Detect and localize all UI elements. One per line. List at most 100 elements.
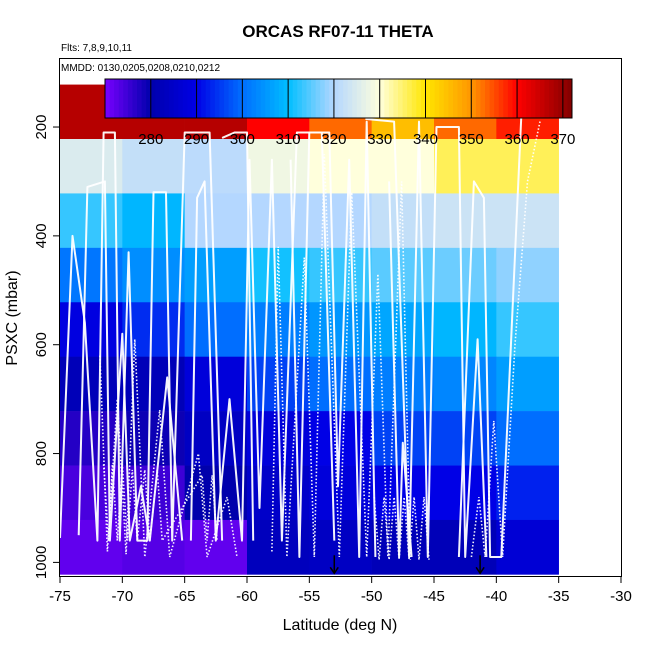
heatmap-cell [184, 193, 248, 249]
colorbar-swatch [333, 79, 339, 118]
colorbar-swatch [480, 79, 486, 118]
heatmap-cell [309, 247, 372, 303]
colorbar-swatch [132, 79, 138, 118]
colorbar-swatch [517, 79, 523, 118]
colorbar-swatch [278, 79, 285, 118]
colorbar-swatch [182, 79, 188, 118]
colorbar-swatch [292, 79, 298, 118]
axes: -75 -70 -65 -60 -55 -50 -45 -40 -35 -30 200 400 600 8… [33, 115, 632, 605]
colorbar-swatch [251, 79, 257, 118]
x-tick-label: -30 [610, 588, 632, 605]
colorbar-swatch [196, 79, 202, 118]
colorbar-swatch [256, 79, 262, 118]
colorbar-swatch [402, 79, 408, 118]
heatmap-cell [184, 411, 248, 466]
colorbar-swatch [379, 79, 385, 118]
colorbar-swatch [246, 79, 253, 118]
heatmap-cell [434, 247, 497, 303]
heatmap-cell [309, 519, 372, 575]
colorbar-swatch [416, 79, 422, 118]
colorbar-swatch [439, 79, 445, 118]
heatmap-cell [60, 302, 123, 357]
flight-track [221, 131, 255, 541]
colorbar-swatch [274, 79, 280, 118]
colorbar-swatch [457, 79, 463, 118]
colorbar-swatch [365, 79, 372, 118]
heatmap-cell [496, 519, 559, 575]
colorbar-swatch [311, 79, 317, 118]
x-tick-label: -60 [236, 588, 258, 605]
colorbar-tick-label: 310 [276, 131, 301, 148]
colorbar-tick-label: 340 [413, 131, 438, 148]
colorbar-swatch [159, 79, 166, 118]
heatmap-cell [496, 193, 559, 249]
heatmap-cell [309, 193, 372, 249]
colorbar-swatch [224, 79, 230, 118]
heatmap-cell [60, 138, 123, 194]
colorbar-swatch [338, 79, 344, 118]
heatmap-cell [434, 138, 497, 194]
colorbar-swatch [375, 79, 381, 118]
colorbar-swatch [521, 79, 527, 118]
colorbar-swatch [539, 79, 546, 118]
colorbar-swatch [269, 79, 275, 118]
colorbar-swatch [370, 79, 376, 118]
colorbar-swatch [347, 79, 353, 118]
colorbar-tick-label: 360 [505, 131, 530, 148]
heatmap-cell [496, 465, 559, 521]
colorbar-swatch [388, 79, 394, 118]
colorbar-swatch [178, 79, 184, 118]
colorbar-swatch [356, 79, 362, 118]
colorbar-swatch [105, 79, 111, 118]
colorbar-swatch [343, 79, 349, 118]
colorbar-swatch [471, 79, 477, 118]
dates-subtitle: MMDD: 0130,0205,0208,0210,0212 [61, 63, 220, 74]
y-tick-label: 400 [33, 223, 50, 248]
colorbar-swatch [219, 79, 225, 118]
x-tick-label: -75 [49, 588, 71, 605]
colorbar-swatch [443, 79, 449, 118]
y-axis-label: PSXC (mbar) [4, 270, 21, 365]
colorbar-swatch [498, 79, 504, 118]
colorbar-swatch [201, 79, 207, 118]
colorbar-swatch [242, 79, 248, 118]
colorbar-swatch [297, 79, 303, 118]
colorbar-swatch [228, 79, 234, 118]
colorbar-swatch [475, 79, 481, 118]
x-tick-label: -40 [485, 588, 507, 605]
heatmap-cell [371, 465, 435, 521]
colorbar-swatch [530, 79, 536, 118]
colorbar-swatch [420, 79, 426, 118]
colorbar-swatch [150, 79, 156, 118]
colorbar-swatch [141, 79, 147, 118]
colorbar-swatch [507, 79, 513, 118]
heatmap-cell [371, 138, 435, 194]
colorbar-swatch [320, 79, 326, 118]
colorbar-swatch [288, 79, 294, 118]
heatmap-cell [184, 247, 248, 303]
down-arrow-icon [329, 566, 339, 575]
colorbar-swatch [109, 79, 115, 118]
colorbar: 280 290 300 310 320 330 340 350 360 370 [104, 78, 575, 148]
colorbar-swatch [535, 79, 541, 118]
plot-frame [59, 58, 622, 577]
heatmap-cell [247, 193, 310, 249]
heatmap-cell [496, 356, 559, 412]
x-tick-label: -45 [423, 588, 445, 605]
colorbar-tick-label: 350 [459, 131, 484, 148]
colorbar-swatch [187, 79, 193, 118]
colorbar-swatch [489, 79, 495, 118]
colorbar-swatch [191, 79, 198, 118]
x-axis-label: Latitude (deg N) [283, 617, 398, 634]
flight-track-dotted [99, 339, 238, 558]
heatmap-cell [122, 138, 185, 194]
colorbar-tick-label: 370 [550, 131, 575, 148]
colorbar-tick-label: 330 [367, 131, 392, 148]
colorbar-swatch [169, 79, 175, 118]
heatmap-cell [247, 138, 310, 194]
heatmap-cell [122, 302, 185, 357]
colorbar-tick-label: 320 [321, 131, 346, 148]
heatmap-cell [60, 356, 123, 412]
colorbar-swatch [393, 79, 399, 118]
